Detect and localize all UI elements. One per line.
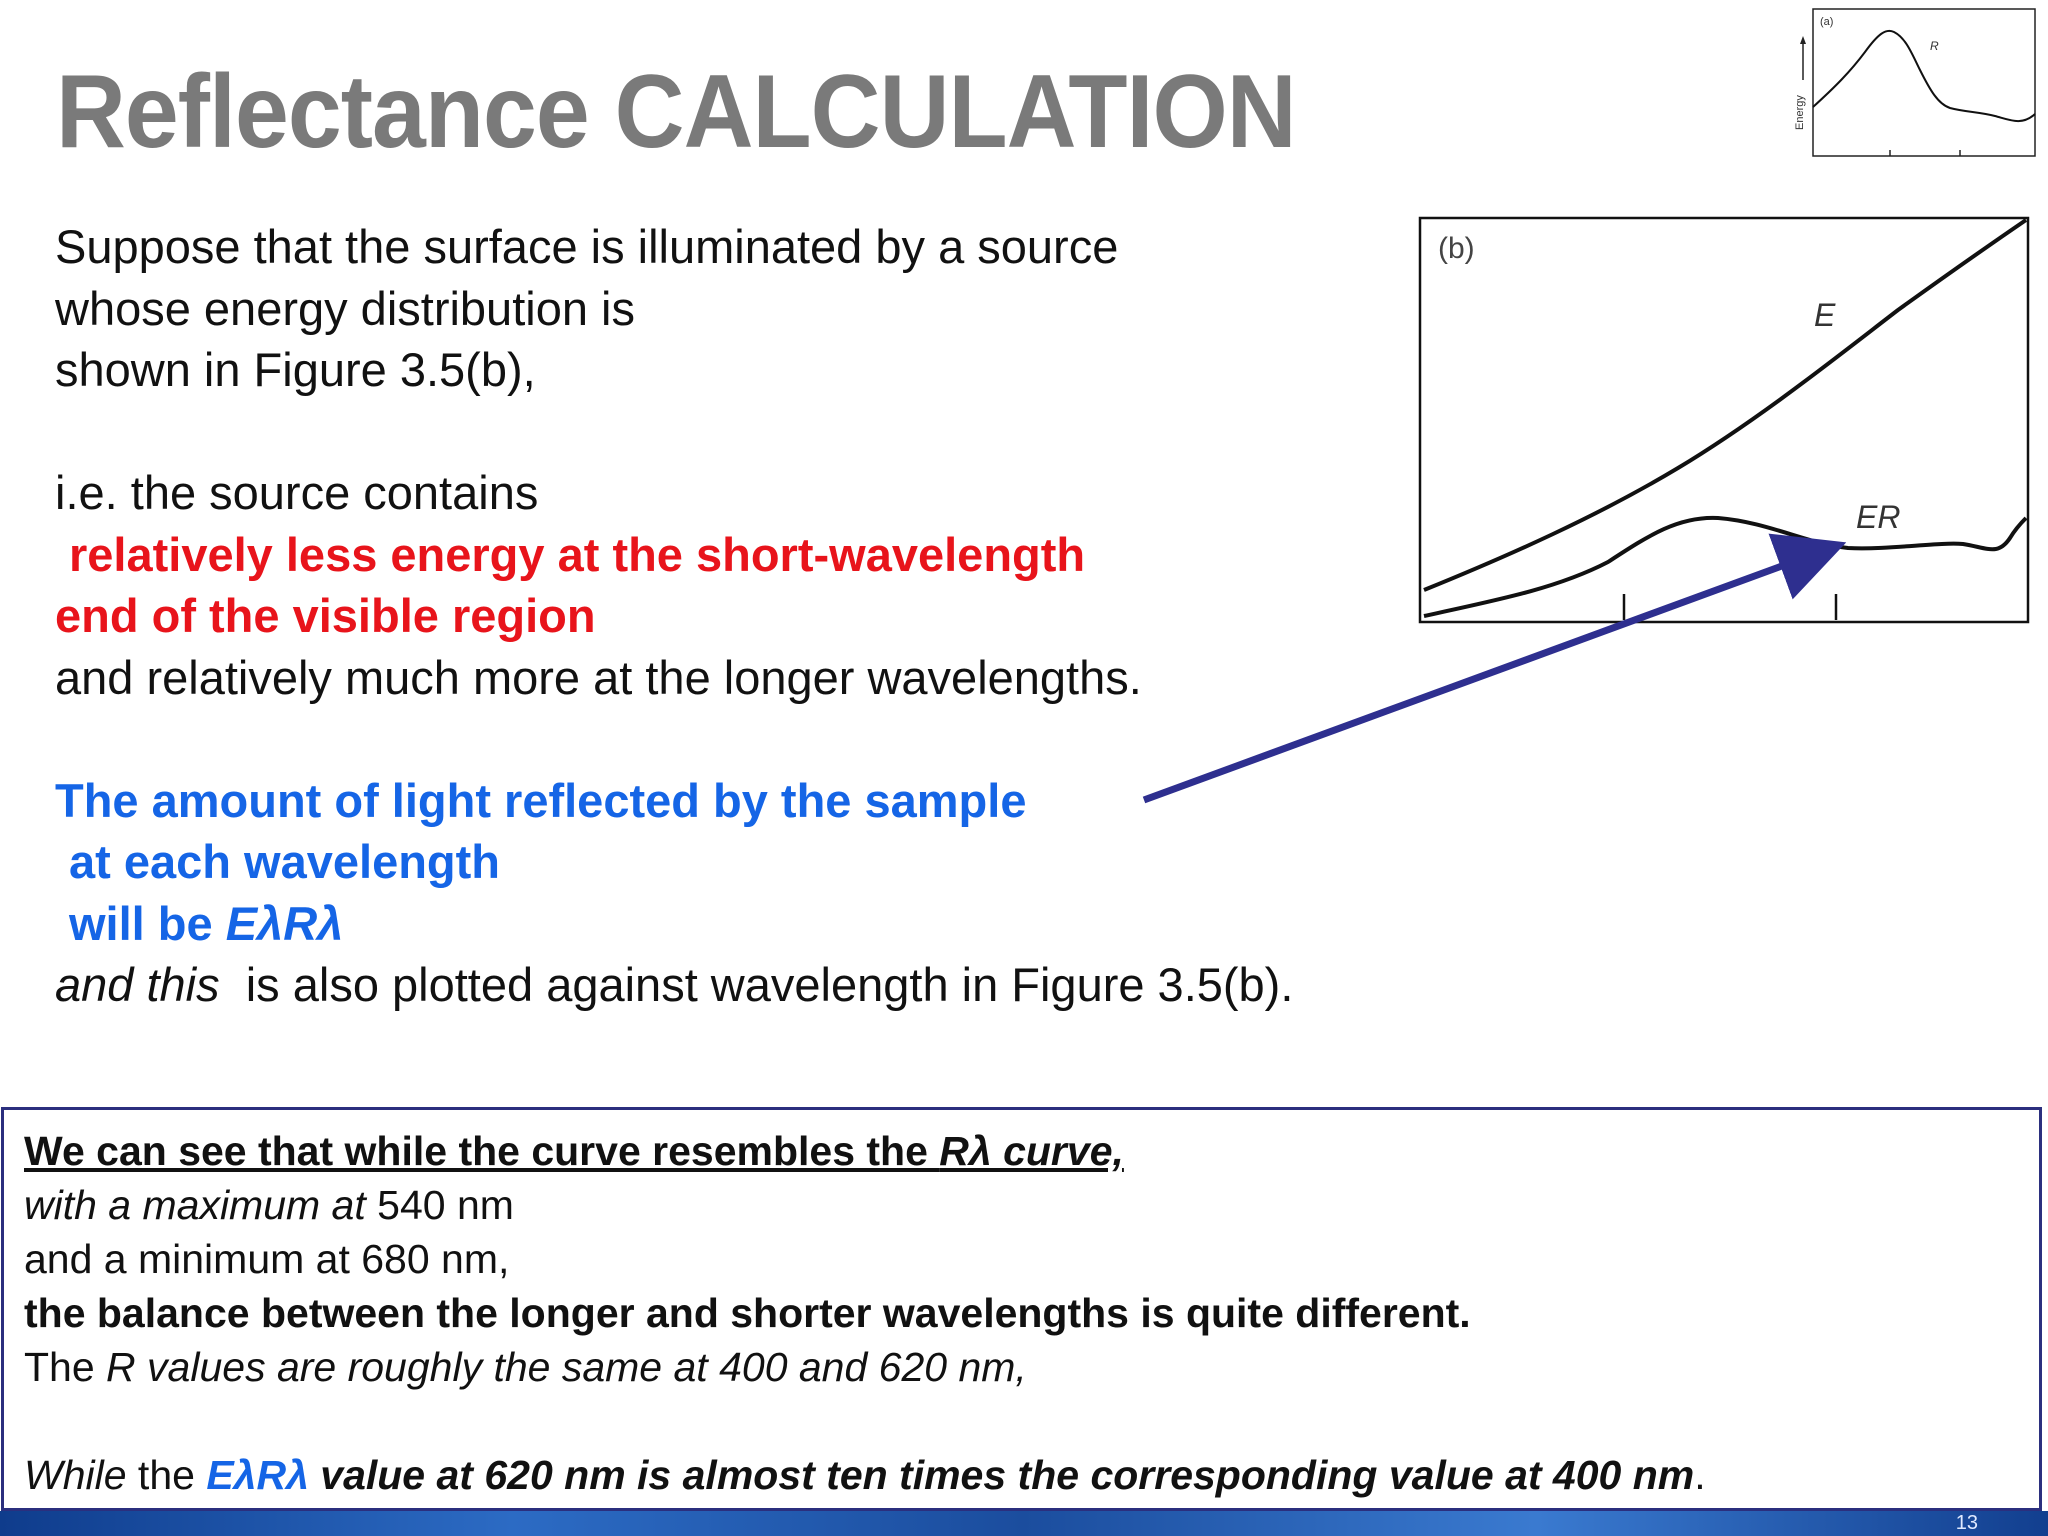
paragraph-3-highlight-line-3: will be EλRλ [55,893,1435,955]
footer-bar: 13 [0,1511,2048,1536]
figure-a-y-axis-label: Energy [1794,95,1806,130]
summary-line-2: with a maximum at 540 nm [24,1178,2039,1232]
paragraph-1-line-1: Suppose that the surface is illuminated … [55,220,1119,273]
summary-line-5-text: The [24,1344,107,1390]
figure-b-curve-er-label: ER [1856,499,1900,535]
summary-line-2-text: 540 nm [365,1182,514,1228]
paragraph-3-highlight-line-1: The amount of light reflected by the sam… [55,773,1027,827]
figure-b-panel-label: (b) [1438,232,1475,265]
summary-line-5-italic: R values are roughly the same at 400 and… [106,1344,1027,1390]
summary-box: We can see that while the curve resemble… [1,1107,2042,1511]
figure-b-e-curve [1423,218,2028,592]
summary-line-7-bold: value at 620 nm is almost ten times the … [308,1452,1695,1498]
paragraph-2-highlight-line-1: relatively less energy at the short-wave… [69,527,1086,581]
summary-line-2-italic: with a maximum at [24,1182,366,1228]
paragraph-2-line-4: and relatively much more at the longer w… [55,650,1142,704]
blank-line [55,401,1435,463]
formula-elambda-rlambda: EλRλ [225,896,344,950]
paragraph-2-highlight-line-2: end of the visible region [55,589,596,642]
slide-title: Reflectance CALCULATION [56,54,1297,170]
and-this-text: and this [55,958,220,1011]
page-number: 13 [1955,1512,1978,1534]
blank-line [24,1394,2039,1448]
summary-line-7-period: . [1694,1452,1706,1498]
blank-line [55,708,1435,770]
summary-line-5: The R values are roughly the same at 400… [24,1340,2039,1394]
will-be-text: will be [69,896,226,950]
summary-line-7: While the EλRλ value at 620 nm is almost… [24,1448,2039,1502]
summary-line-1: We can see that while the curve resemble… [24,1124,2039,1178]
figure-a: (a) R Energy [1790,2,2040,162]
summary-line-1-italic: Rλ curve, [939,1128,1124,1174]
summary-line-3: and a minimum at 680 nm, [24,1236,510,1282]
paragraph-3-line-4: and this is also plotted against wavelen… [55,954,1435,1016]
plotted-text: is also plotted against wavelength in Fi… [219,958,1294,1011]
paragraph-3-highlight-line-2: at each wavelength [69,835,500,888]
figure-a-panel-label: (a) [1820,16,1833,28]
figure-b-curve-e-label: E [1814,297,1836,333]
figure-a-y-axis: Energy [1794,36,1806,130]
summary-line-4: the balance between the longer and short… [24,1290,1471,1336]
body-text: Suppose that the surface is illuminated … [55,216,1435,1016]
summary-line-1-text: We can see that while the curve resemble… [24,1128,940,1174]
figure-a-r-curve [1812,29,2036,122]
paragraph-2-line-1: i.e. the source contains [55,466,539,519]
figure-b: (b) E ER [1418,216,2030,624]
summary-line-7-formula: EλRλ [206,1452,309,1498]
paragraph-1-line-2: whose energy distribution is [55,281,635,335]
paragraph-1-line-3: shown in Figure 3.5(b), [55,343,536,396]
summary-line-7-while: While [24,1452,127,1498]
figure-a-curve-label: R [1930,39,1939,53]
summary-line-7-the: the [126,1452,207,1498]
